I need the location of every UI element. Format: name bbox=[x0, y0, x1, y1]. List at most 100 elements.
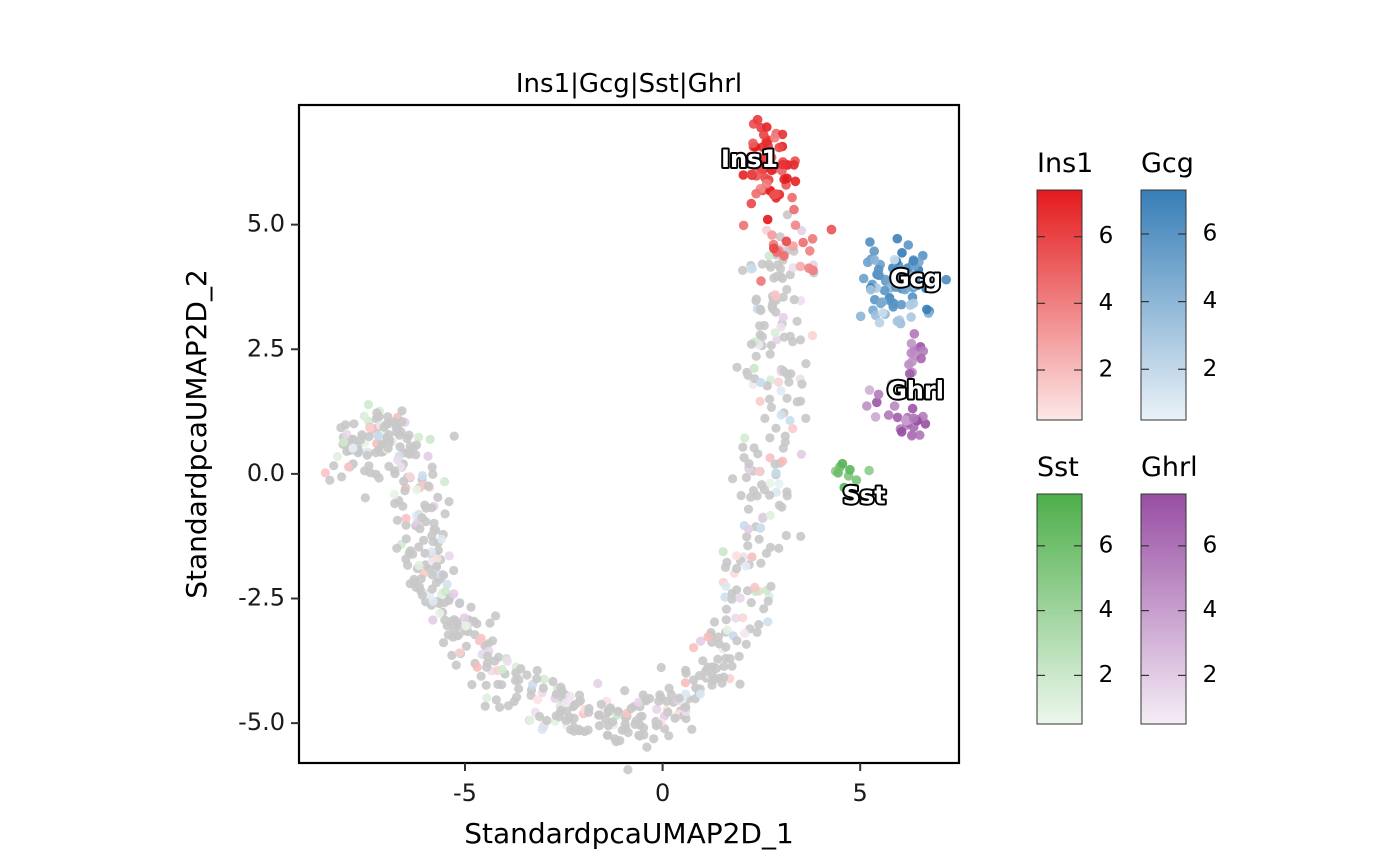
cell-point bbox=[774, 479, 784, 489]
cell-point bbox=[766, 581, 776, 592]
cell-point bbox=[797, 379, 807, 389]
cell-point bbox=[427, 462, 437, 472]
cell-point-ins1 bbox=[782, 173, 792, 184]
cell-point bbox=[721, 604, 732, 614]
cell-point bbox=[782, 210, 793, 220]
cell-point bbox=[522, 670, 532, 680]
cell-point bbox=[776, 410, 786, 420]
cell-point bbox=[751, 294, 762, 304]
cell-point bbox=[782, 393, 792, 403]
cell-point bbox=[703, 662, 714, 672]
colorbar-tick-label: 6 bbox=[1099, 532, 1114, 558]
cell-point-gcg bbox=[877, 297, 888, 307]
cell-point-ins1 bbox=[788, 241, 798, 251]
cell-point bbox=[414, 542, 424, 552]
cell-point-gcg bbox=[869, 246, 879, 256]
cell-point bbox=[561, 698, 571, 708]
cell-point bbox=[738, 613, 748, 623]
cell-point bbox=[776, 322, 786, 332]
cell-point-ins1 bbox=[795, 261, 806, 272]
cell-point-ghrl bbox=[892, 412, 903, 423]
cell-point bbox=[734, 651, 744, 662]
cell-point bbox=[784, 377, 794, 387]
cell-point-ins1 bbox=[751, 188, 761, 199]
y-tick-label: -5.0 bbox=[238, 708, 285, 736]
cell-point bbox=[748, 486, 759, 496]
cell-point bbox=[670, 713, 680, 723]
cell-point-ins1 bbox=[774, 142, 784, 153]
cell-point bbox=[401, 554, 411, 564]
cell-point bbox=[630, 719, 640, 730]
cell-point bbox=[325, 475, 335, 485]
colorbar-tick-label: 4 bbox=[1203, 597, 1218, 623]
cell-point bbox=[741, 472, 752, 483]
cell-point bbox=[638, 690, 648, 700]
x-axis-title: StandardpcaUMAP2D_1 bbox=[464, 817, 794, 850]
cell-point-gcg bbox=[896, 299, 907, 310]
cell-point bbox=[431, 525, 441, 535]
cell-point bbox=[713, 632, 724, 642]
cell-point bbox=[695, 689, 706, 699]
cluster-labels: Ins1 Gcg Ghrl Sst bbox=[719, 143, 946, 511]
cell-point bbox=[743, 541, 753, 551]
cell-point bbox=[663, 707, 673, 717]
cell-point bbox=[417, 471, 428, 481]
cell-point bbox=[431, 578, 442, 588]
cell-point bbox=[770, 459, 780, 469]
colorbar-tick-label: 6 bbox=[1203, 532, 1218, 558]
cell-point bbox=[442, 579, 452, 589]
cell-point-ghrl bbox=[896, 427, 907, 437]
cell-point bbox=[338, 437, 349, 447]
cell-point bbox=[785, 270, 795, 280]
cell-point bbox=[374, 412, 384, 422]
legend-title-ghrl: Ghrl bbox=[1141, 452, 1198, 483]
cell-point bbox=[759, 320, 769, 331]
cell-point bbox=[476, 671, 486, 681]
cell-point-gcg bbox=[910, 280, 920, 290]
cell-point bbox=[615, 736, 625, 746]
cell-point bbox=[788, 263, 798, 273]
cell-point bbox=[412, 485, 422, 495]
colorbar-tick-label: 2 bbox=[1099, 662, 1114, 688]
cell-point bbox=[417, 513, 427, 523]
cell-point-ghrl bbox=[908, 413, 919, 424]
cell-point bbox=[749, 443, 759, 453]
cell-point bbox=[709, 617, 720, 627]
cell-point bbox=[656, 662, 666, 673]
cell-point bbox=[765, 349, 775, 359]
cell-point bbox=[620, 686, 630, 696]
cell-point bbox=[696, 636, 706, 646]
cell-point-ins1 bbox=[804, 263, 814, 274]
cell-point bbox=[721, 581, 731, 592]
cell-point-ins1 bbox=[770, 132, 780, 143]
cell-point-gcg bbox=[874, 270, 884, 281]
cell-point bbox=[654, 696, 664, 706]
cell-point-ins1 bbox=[746, 169, 757, 180]
colorbar-tick-label: 2 bbox=[1203, 662, 1218, 688]
cell-point bbox=[449, 431, 459, 441]
cell-point bbox=[742, 532, 752, 542]
cell-point bbox=[472, 662, 482, 672]
cell-point-ins1 bbox=[807, 234, 818, 244]
cell-point bbox=[534, 711, 545, 722]
cell-point-sst bbox=[837, 458, 848, 469]
cell-point bbox=[362, 450, 372, 460]
legend-title-gcg: Gcg bbox=[1141, 148, 1194, 179]
cell-point bbox=[433, 492, 443, 502]
cell-point bbox=[801, 413, 811, 423]
cell-point bbox=[428, 537, 438, 547]
cell-point bbox=[740, 433, 750, 443]
cell-point bbox=[637, 711, 647, 721]
cell-point bbox=[419, 535, 429, 546]
cell-point bbox=[674, 693, 684, 703]
cell-point-gcg bbox=[941, 274, 951, 285]
cell-point bbox=[769, 273, 779, 283]
cell-point-gcg bbox=[891, 270, 902, 281]
cell-point bbox=[526, 690, 536, 701]
cell-point bbox=[476, 633, 486, 644]
cell-point bbox=[364, 461, 374, 471]
cell-point-gcg bbox=[921, 283, 932, 293]
cell-point bbox=[436, 534, 447, 544]
axes: -5 0 5 -5.0 -2.5 0.0 2.5 5.0 bbox=[238, 210, 868, 807]
